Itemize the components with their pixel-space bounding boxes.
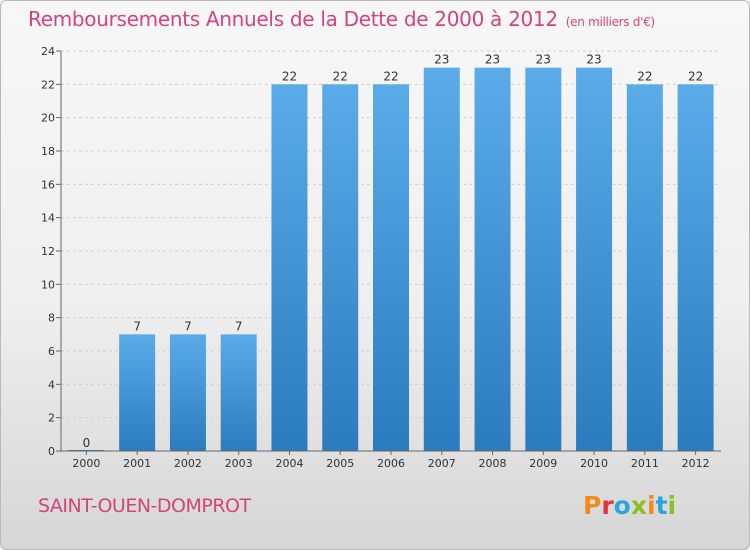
x-tick-label: 2012 xyxy=(682,457,710,470)
y-tick-label: 4 xyxy=(48,378,55,391)
bar xyxy=(576,67,613,452)
data-label: 0 xyxy=(83,436,91,450)
x-tick-label: 2001 xyxy=(123,457,151,470)
bar xyxy=(119,334,156,451)
data-label: 22 xyxy=(282,69,297,83)
y-tick-label: 2 xyxy=(48,412,55,425)
bar xyxy=(474,67,511,452)
bar xyxy=(220,334,257,451)
y-tick-label: 10 xyxy=(41,278,55,291)
logo-letter: x xyxy=(630,491,647,520)
logo-letter: i xyxy=(647,491,656,520)
y-tick-label: 22 xyxy=(41,78,55,91)
y-tick-label: 12 xyxy=(41,245,55,258)
bar xyxy=(677,84,714,451)
y-tick-label: 6 xyxy=(48,345,55,358)
chart-title-text: Remboursements Annuels de la Dette de 20… xyxy=(28,7,558,31)
bar xyxy=(626,84,663,451)
data-label: 7 xyxy=(184,319,192,333)
data-label: 23 xyxy=(434,53,449,67)
chart-unit: (en milliers d'€) xyxy=(565,15,655,29)
label-layer: 0 7 7 7 22 22 22 23 23 23 23 22 22 xyxy=(83,53,704,450)
bar xyxy=(271,84,308,451)
bar xyxy=(423,67,460,452)
x-tick-label: 2006 xyxy=(377,457,405,470)
x-tick-label: 2007 xyxy=(428,457,456,470)
data-label: 7 xyxy=(235,319,243,333)
data-label: 22 xyxy=(383,69,398,83)
data-label: 22 xyxy=(688,69,703,83)
x-tick-label: 2009 xyxy=(529,457,557,470)
x-tick-label: 2005 xyxy=(326,457,354,470)
chart-title: Remboursements Annuels de la Dette de 20… xyxy=(28,7,655,31)
x-tick-label: 2003 xyxy=(225,457,253,470)
x-tick-label: 2008 xyxy=(479,457,507,470)
x-tick-label: 2002 xyxy=(174,457,202,470)
x-tick-label: 2011 xyxy=(631,457,659,470)
y-tick-label: 24 xyxy=(41,45,55,58)
bar xyxy=(525,67,562,452)
bar xyxy=(373,84,409,451)
logo-letter: r xyxy=(601,491,614,520)
x-tick-label: 2000 xyxy=(72,457,100,470)
x-tick-label: 2004 xyxy=(275,457,303,470)
data-label: 22 xyxy=(637,69,652,83)
logo-letter: P xyxy=(583,491,602,520)
bar xyxy=(169,334,206,451)
logo-letter: o xyxy=(613,491,631,520)
city-name: SAINT-OUEN-DOMPROT xyxy=(38,495,251,517)
y-tick-label: 20 xyxy=(41,112,55,125)
data-label: 23 xyxy=(485,53,500,67)
data-label: 23 xyxy=(586,53,601,67)
proxiti-logo: Proxiti xyxy=(583,491,676,520)
logo-letter: i xyxy=(667,491,677,520)
bar-layer xyxy=(68,67,714,452)
y-tick-label: 16 xyxy=(41,178,55,191)
logo-letter: t xyxy=(655,491,668,520)
data-label: 23 xyxy=(536,53,551,67)
y-tick-label: 8 xyxy=(48,312,55,325)
y-tick-label: 0 xyxy=(48,445,55,458)
data-label: 22 xyxy=(333,69,348,83)
x-tick-label: 2010 xyxy=(580,457,608,470)
bar xyxy=(322,84,359,451)
y-tick-label: 14 xyxy=(41,212,55,225)
y-tick-label: 18 xyxy=(41,145,55,158)
data-label: 7 xyxy=(133,319,141,333)
